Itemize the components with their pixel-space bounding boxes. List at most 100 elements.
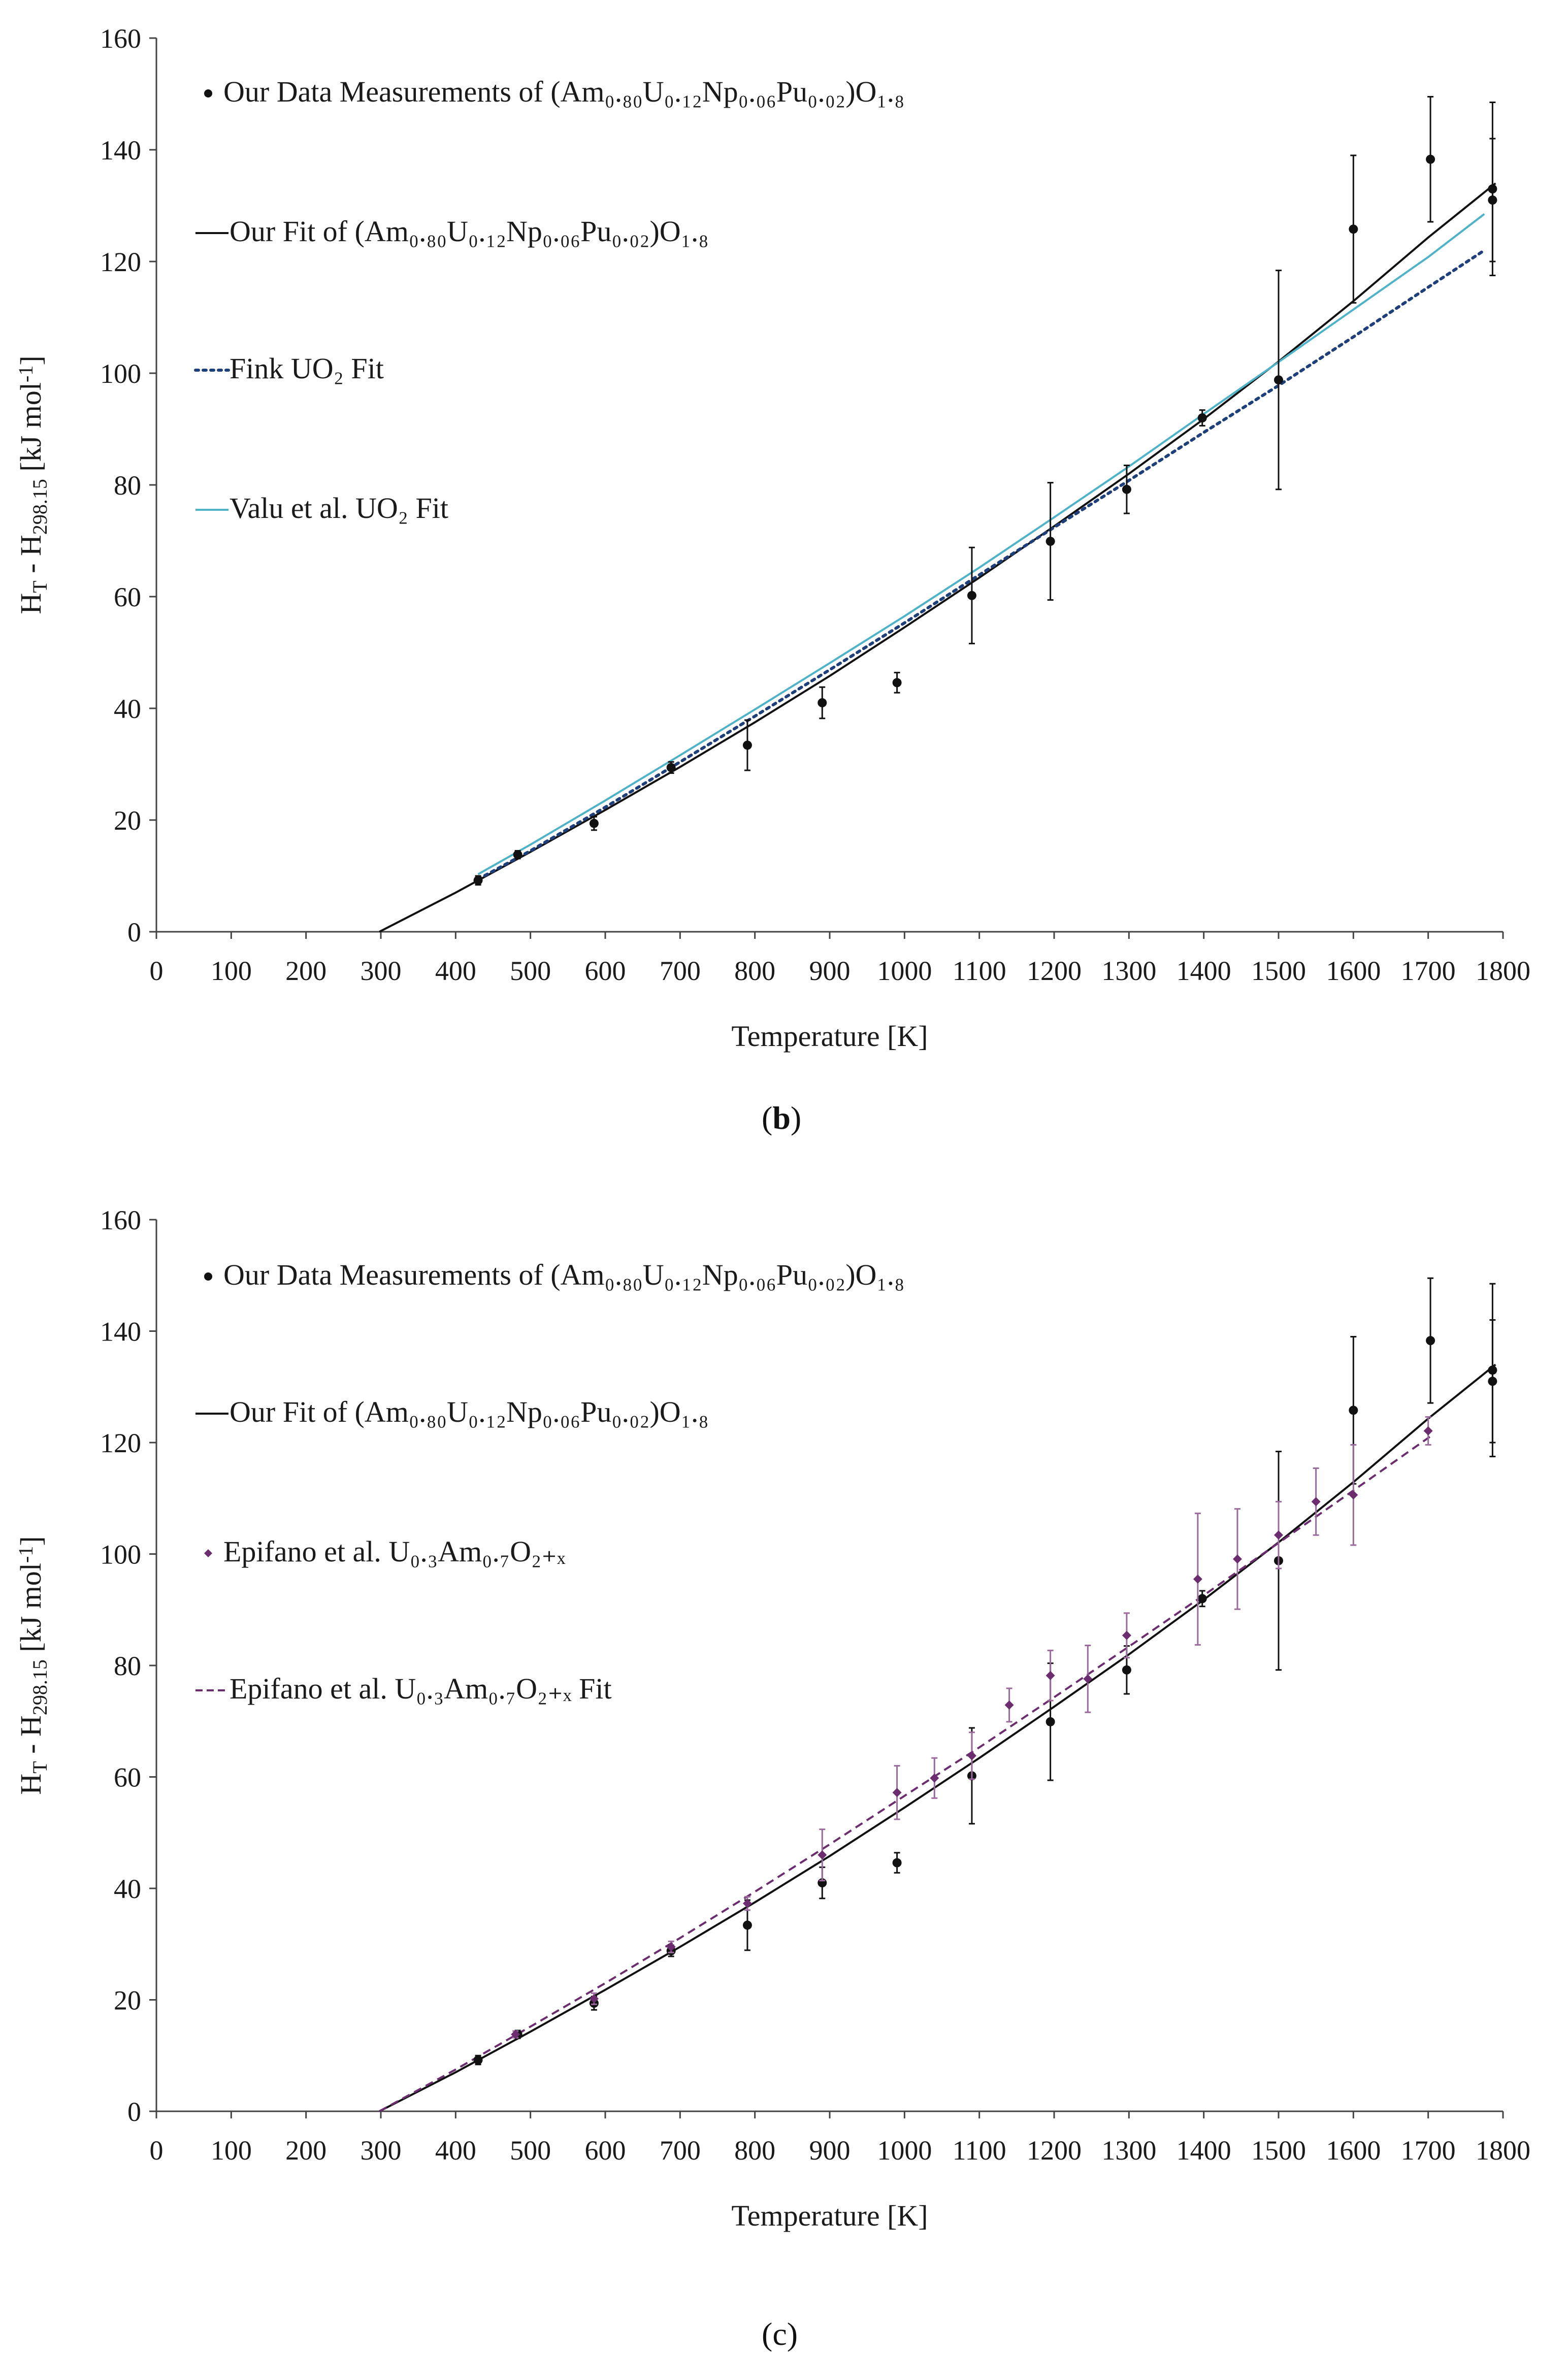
y-tick-label: 40	[114, 694, 141, 724]
data-point-diamond	[1349, 1490, 1358, 1500]
data-point	[1488, 1377, 1497, 1386]
data-point	[742, 740, 752, 750]
legend-label: Our Fit of (Am₀.₈₀U₀.₁₂Np₀.₀₆Pu₀.₀₂)O₁.₈	[230, 1395, 709, 1428]
data-point-diamond	[1423, 1426, 1433, 1435]
legend-label: Our Data Measurements of (Am₀.₈₀U₀.₁₂Np₀…	[223, 1258, 904, 1291]
x-tick-label: 1300	[1101, 956, 1156, 986]
data-point-diamond	[1232, 1554, 1242, 1564]
data-point	[818, 698, 827, 707]
data-point-diamond	[930, 1773, 939, 1783]
y-tick-label: 80	[114, 470, 141, 501]
x-axis-label: Temperature [K]	[731, 1020, 928, 1053]
x-tick-label: 1000	[877, 2135, 932, 2166]
series-line-our-fit	[379, 182, 1496, 933]
y-axis-label-part: 298.15	[28, 1659, 51, 1715]
x-tick-label: 900	[809, 956, 851, 986]
x-tick-label: 300	[361, 2135, 402, 2166]
y-axis-label: HT - H298.15 [kJ mol-1]	[14, 1536, 51, 1794]
series-line-fink-uo2-fit	[476, 249, 1486, 881]
data-point	[967, 591, 976, 600]
legend-marker	[204, 1272, 212, 1281]
y-axis-label-part: 298.15	[28, 479, 51, 535]
x-tick-label: 700	[660, 2135, 701, 2166]
legend-marker	[204, 89, 212, 97]
y-axis-label-part: - H	[14, 535, 47, 580]
legend-label: Fink UO₂ Fit	[230, 352, 384, 385]
data-point-diamond	[511, 2030, 520, 2039]
x-axis-label: Temperature [K]	[731, 2199, 928, 2232]
x-tick-label: 1200	[1027, 2135, 1082, 2166]
y-tick-label: 60	[114, 582, 141, 612]
x-tick-label: 1800	[1476, 2135, 1530, 2166]
legend-label: Epifano et al. U₀.₃Am₀.₇O₂₊ₓ	[223, 1535, 566, 1568]
x-tick-label: 0	[150, 2135, 164, 2166]
x-tick-label: 900	[809, 2135, 851, 2166]
panel-label-c: (c)	[762, 2316, 798, 2352]
x-tick-label: 1200	[1027, 956, 1082, 986]
data-point	[589, 819, 599, 828]
x-tick-label: 1000	[877, 956, 932, 986]
y-tick-label: 100	[100, 358, 141, 389]
y-tick-label: 80	[114, 1651, 141, 1681]
x-tick-label: 1800	[1476, 956, 1530, 986]
data-point-diamond	[1274, 1530, 1283, 1540]
x-tick-label: 600	[585, 2135, 626, 2166]
series-line-our-fit	[379, 1363, 1496, 2112]
data-point-diamond	[666, 1942, 676, 1952]
data-point	[1197, 1594, 1207, 1604]
data-point	[892, 678, 902, 688]
data-point-diamond	[1311, 1497, 1321, 1507]
y-tick-label: 160	[100, 23, 141, 54]
legend-marker-diamond	[204, 1549, 212, 1557]
data-point	[513, 850, 522, 860]
x-tick-label: 800	[734, 2135, 775, 2166]
y-tick-label: 100	[100, 1540, 141, 1570]
data-point	[1046, 1717, 1055, 1726]
data-point	[1122, 1665, 1131, 1675]
x-tick-label: 1600	[1326, 2135, 1381, 2166]
legend-label: Valu et al. UO₂ Fit	[230, 492, 448, 525]
data-point-diamond	[742, 1899, 752, 1908]
data-point-diamond	[1083, 1674, 1093, 1684]
data-point	[1046, 537, 1055, 546]
panel-letter-b: b	[772, 1100, 791, 1136]
y-tick-label: 0	[127, 2097, 141, 2127]
data-point	[892, 1858, 902, 1868]
x-tick-label: 500	[510, 2135, 551, 2166]
y-axis-label-part: -1	[14, 1546, 37, 1563]
y-axis-label: HT - H298.15 [kJ mol-1]	[14, 355, 51, 614]
x-tick-label: 1600	[1326, 956, 1381, 986]
x-tick-label: 200	[285, 2135, 326, 2166]
data-point	[1349, 1406, 1358, 1415]
x-tick-label: 200	[285, 956, 326, 986]
data-point-diamond	[1122, 1630, 1131, 1640]
x-tick-label: 1100	[953, 2135, 1006, 2166]
data-point-diamond	[1004, 1700, 1014, 1710]
y-axis-label-part: - H	[14, 1715, 47, 1761]
y-tick-label: 120	[100, 1428, 141, 1458]
y-tick-label: 0	[127, 917, 141, 947]
y-axis-label-part: [kJ mol	[14, 1563, 47, 1659]
x-tick-label: 1400	[1177, 956, 1231, 986]
data-point-diamond	[892, 1788, 902, 1798]
y-tick-label: 120	[100, 247, 141, 277]
y-axis-label-part: T	[28, 1761, 51, 1773]
data-point	[742, 1920, 752, 1930]
x-tick-label: 700	[660, 956, 701, 986]
y-axis-label-part: ]	[14, 355, 47, 365]
data-point	[1349, 224, 1358, 234]
x-tick-label: 500	[510, 956, 551, 986]
data-point-diamond	[589, 1994, 599, 2004]
x-tick-label: 1100	[953, 956, 1006, 986]
x-tick-label: 1400	[1177, 2135, 1231, 2166]
x-tick-label: 100	[211, 2135, 252, 2166]
series-line-valu-et-al-uo2-fit	[477, 213, 1485, 875]
data-point	[473, 2055, 483, 2065]
x-tick-label: 1500	[1251, 956, 1306, 986]
data-point	[666, 763, 676, 772]
x-tick-label: 400	[435, 956, 476, 986]
y-axis-label-part: ]	[14, 1536, 47, 1546]
data-point-diamond	[818, 1850, 827, 1860]
